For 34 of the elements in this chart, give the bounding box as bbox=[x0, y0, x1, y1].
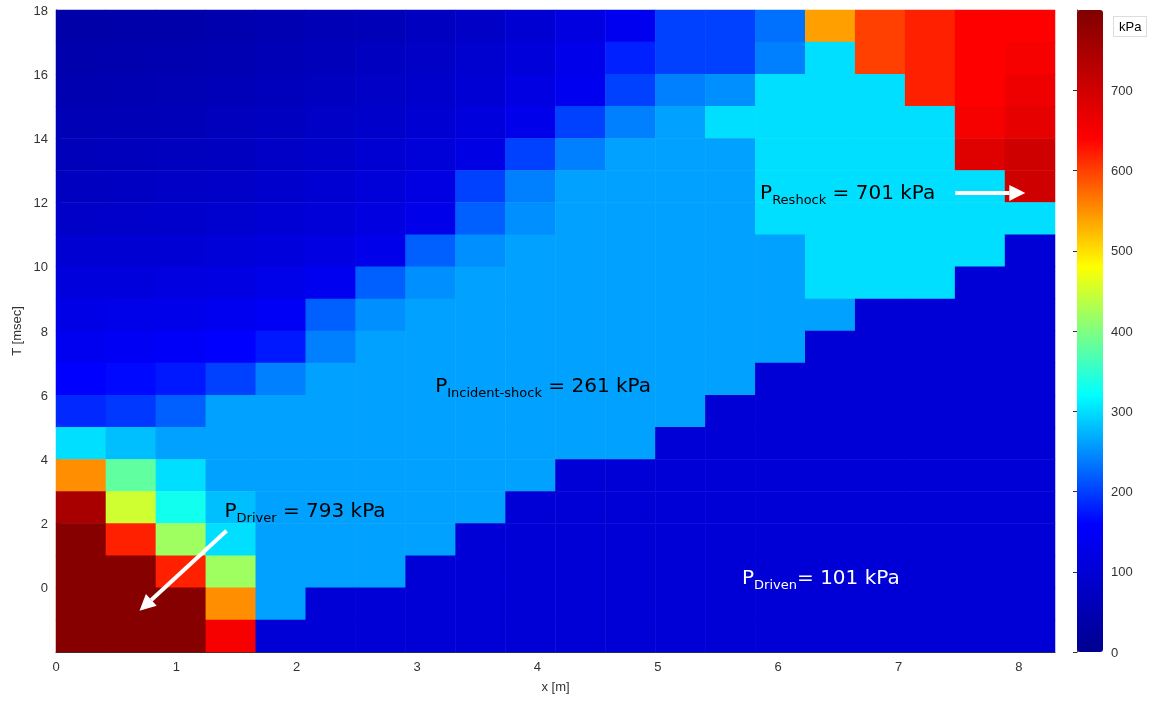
y-tick-label: 6 bbox=[40, 387, 48, 403]
annotation: P$_{Driver}$ = 793 kPa bbox=[224, 497, 386, 525]
color-bar-label: 700 bbox=[1111, 82, 1133, 98]
x-tick-label: 5 bbox=[654, 659, 662, 674]
color-bar-label: 400 bbox=[1111, 323, 1133, 339]
annotation: P$_{Reshock}$ = 701 kPa bbox=[760, 179, 936, 207]
x-axis-title: x [m] bbox=[541, 679, 570, 694]
color-bar-label: 500 bbox=[1111, 243, 1133, 259]
y-tick-label: 18 bbox=[33, 2, 48, 18]
annotation: P$_{Incident-shock}$ = 261 kPa bbox=[435, 372, 651, 400]
y-tick-label: 14 bbox=[33, 130, 48, 146]
color-bar-label: 300 bbox=[1111, 403, 1133, 419]
y-tick-label: 0 bbox=[40, 580, 48, 596]
x-tick-label: 4 bbox=[533, 659, 542, 674]
y-axis-title: T [msec] bbox=[8, 306, 24, 356]
y-tick-label: 8 bbox=[40, 323, 48, 339]
x-tick-label: 7 bbox=[894, 659, 903, 674]
annotation: P$_{Driven}$= 101 kPa bbox=[742, 564, 900, 592]
x-tick-label: 6 bbox=[774, 659, 782, 674]
x-tick-label: 1 bbox=[172, 659, 180, 674]
y-tick-label: 12 bbox=[33, 195, 48, 211]
color-bar-label: 600 bbox=[1111, 163, 1133, 178]
y-tick-label: 10 bbox=[33, 259, 48, 275]
y-tick-label: 4 bbox=[40, 451, 48, 467]
color-bar-label: 100 bbox=[1111, 564, 1133, 580]
y-tick-label: 2 bbox=[40, 516, 48, 532]
color-bar-title: kPa bbox=[1113, 16, 1148, 37]
x-tick-label: 8 bbox=[1015, 659, 1023, 674]
y-tick-label: 16 bbox=[33, 66, 48, 82]
x-tick-label: 2 bbox=[293, 659, 301, 674]
x-tick-label: 0 bbox=[52, 659, 60, 674]
color-bar-label: 0 bbox=[1111, 644, 1119, 660]
x-tick-label: 3 bbox=[413, 659, 421, 674]
color-bar-label: 200 bbox=[1111, 484, 1133, 499]
